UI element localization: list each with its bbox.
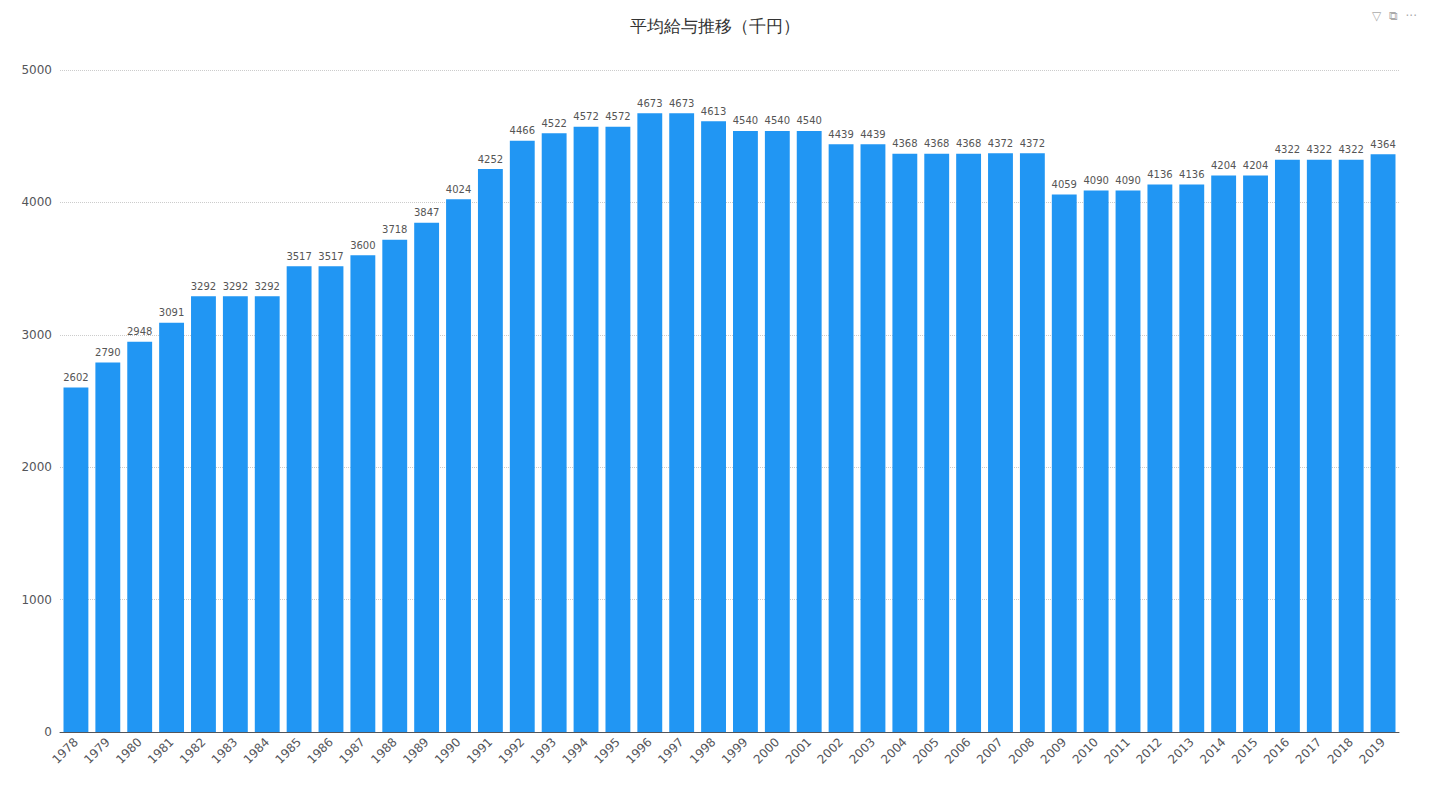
svg-text:2004: 2004 xyxy=(878,735,909,766)
svg-text:4204: 4204 xyxy=(1243,160,1268,171)
svg-text:1992: 1992 xyxy=(496,735,527,766)
svg-text:2008: 2008 xyxy=(1006,735,1037,766)
svg-text:2019: 2019 xyxy=(1357,735,1388,766)
svg-text:4540: 4540 xyxy=(765,115,790,126)
svg-text:1994: 1994 xyxy=(560,735,591,766)
svg-text:4522: 4522 xyxy=(541,118,566,129)
svg-text:1000: 1000 xyxy=(21,593,52,607)
svg-text:1983: 1983 xyxy=(209,735,240,766)
svg-text:1997: 1997 xyxy=(655,735,686,766)
svg-text:2001: 2001 xyxy=(783,735,814,766)
svg-text:5000: 5000 xyxy=(21,63,52,77)
svg-text:4540: 4540 xyxy=(796,115,821,126)
svg-text:1993: 1993 xyxy=(528,735,559,766)
svg-text:4000: 4000 xyxy=(21,195,52,209)
svg-text:1996: 1996 xyxy=(623,735,654,766)
svg-text:2602: 2602 xyxy=(63,372,88,383)
svg-text:0: 0 xyxy=(44,725,52,739)
svg-text:4364: 4364 xyxy=(1370,139,1395,150)
svg-text:2015: 2015 xyxy=(1229,735,1260,766)
svg-text:2013: 2013 xyxy=(1165,735,1196,766)
svg-text:4540: 4540 xyxy=(733,115,758,126)
svg-text:4368: 4368 xyxy=(924,138,949,149)
svg-text:2012: 2012 xyxy=(1133,735,1164,766)
svg-text:4322: 4322 xyxy=(1338,144,1363,155)
svg-text:4136: 4136 xyxy=(1147,169,1172,180)
svg-text:2018: 2018 xyxy=(1325,735,1356,766)
svg-text:4252: 4252 xyxy=(478,154,503,165)
svg-text:2010: 2010 xyxy=(1070,735,1101,766)
svg-text:2000: 2000 xyxy=(21,460,52,474)
svg-text:4572: 4572 xyxy=(605,111,630,122)
svg-text:4673: 4673 xyxy=(637,98,662,109)
svg-text:4372: 4372 xyxy=(1020,138,1045,149)
svg-text:4024: 4024 xyxy=(446,184,471,195)
svg-text:4322: 4322 xyxy=(1275,144,1300,155)
svg-text:4613: 4613 xyxy=(701,106,726,117)
svg-text:3517: 3517 xyxy=(318,251,343,262)
svg-text:4673: 4673 xyxy=(669,98,694,109)
svg-text:1981: 1981 xyxy=(145,735,176,766)
svg-text:3292: 3292 xyxy=(254,281,279,292)
svg-text:4439: 4439 xyxy=(860,129,885,140)
svg-text:4204: 4204 xyxy=(1211,160,1236,171)
svg-text:1984: 1984 xyxy=(241,735,272,766)
svg-text:4572: 4572 xyxy=(573,111,598,122)
svg-text:2002: 2002 xyxy=(815,735,846,766)
svg-text:1988: 1988 xyxy=(368,735,399,766)
svg-text:3718: 3718 xyxy=(382,224,407,235)
svg-text:3292: 3292 xyxy=(223,281,248,292)
svg-text:2006: 2006 xyxy=(942,735,973,766)
svg-text:1982: 1982 xyxy=(177,735,208,766)
svg-text:4090: 4090 xyxy=(1115,175,1140,186)
svg-text:1990: 1990 xyxy=(432,735,463,766)
svg-text:3000: 3000 xyxy=(21,328,52,342)
svg-text:4466: 4466 xyxy=(510,125,535,136)
svg-text:1980: 1980 xyxy=(113,735,144,766)
svg-text:1986: 1986 xyxy=(304,735,335,766)
svg-text:3600: 3600 xyxy=(350,240,375,251)
svg-text:平均給与推移（千円）: 平均給与推移（千円） xyxy=(630,16,800,36)
svg-text:1979: 1979 xyxy=(81,735,112,766)
svg-text:1995: 1995 xyxy=(591,735,622,766)
svg-text:4322: 4322 xyxy=(1307,144,1332,155)
svg-text:1978: 1978 xyxy=(49,735,80,766)
svg-text:2000: 2000 xyxy=(751,735,782,766)
svg-text:4090: 4090 xyxy=(1083,175,1108,186)
svg-text:3517: 3517 xyxy=(286,251,311,262)
svg-text:4368: 4368 xyxy=(892,138,917,149)
svg-text:4059: 4059 xyxy=(1052,179,1077,190)
svg-text:4372: 4372 xyxy=(988,138,1013,149)
svg-text:3847: 3847 xyxy=(414,207,439,218)
svg-text:2017: 2017 xyxy=(1293,735,1324,766)
svg-text:3091: 3091 xyxy=(159,307,184,318)
svg-text:2948: 2948 xyxy=(127,326,152,337)
svg-text:4439: 4439 xyxy=(828,129,853,140)
svg-text:1998: 1998 xyxy=(687,735,718,766)
svg-text:2016: 2016 xyxy=(1261,735,1292,766)
svg-text:1999: 1999 xyxy=(719,735,750,766)
svg-text:1989: 1989 xyxy=(400,735,431,766)
svg-text:2005: 2005 xyxy=(910,735,941,766)
svg-text:▽ ⧉ ···: ▽ ⧉ ··· xyxy=(1372,9,1417,23)
svg-text:2011: 2011 xyxy=(1101,735,1132,766)
svg-text:2009: 2009 xyxy=(1038,735,1069,766)
svg-text:4136: 4136 xyxy=(1179,169,1204,180)
svg-text:2014: 2014 xyxy=(1197,735,1228,766)
svg-text:3292: 3292 xyxy=(191,281,216,292)
svg-text:4368: 4368 xyxy=(956,138,981,149)
svg-text:1985: 1985 xyxy=(273,735,304,766)
svg-text:2790: 2790 xyxy=(95,347,120,358)
svg-text:1991: 1991 xyxy=(464,735,495,766)
svg-text:1987: 1987 xyxy=(336,735,367,766)
svg-text:2007: 2007 xyxy=(974,735,1005,766)
svg-text:2003: 2003 xyxy=(846,735,877,766)
